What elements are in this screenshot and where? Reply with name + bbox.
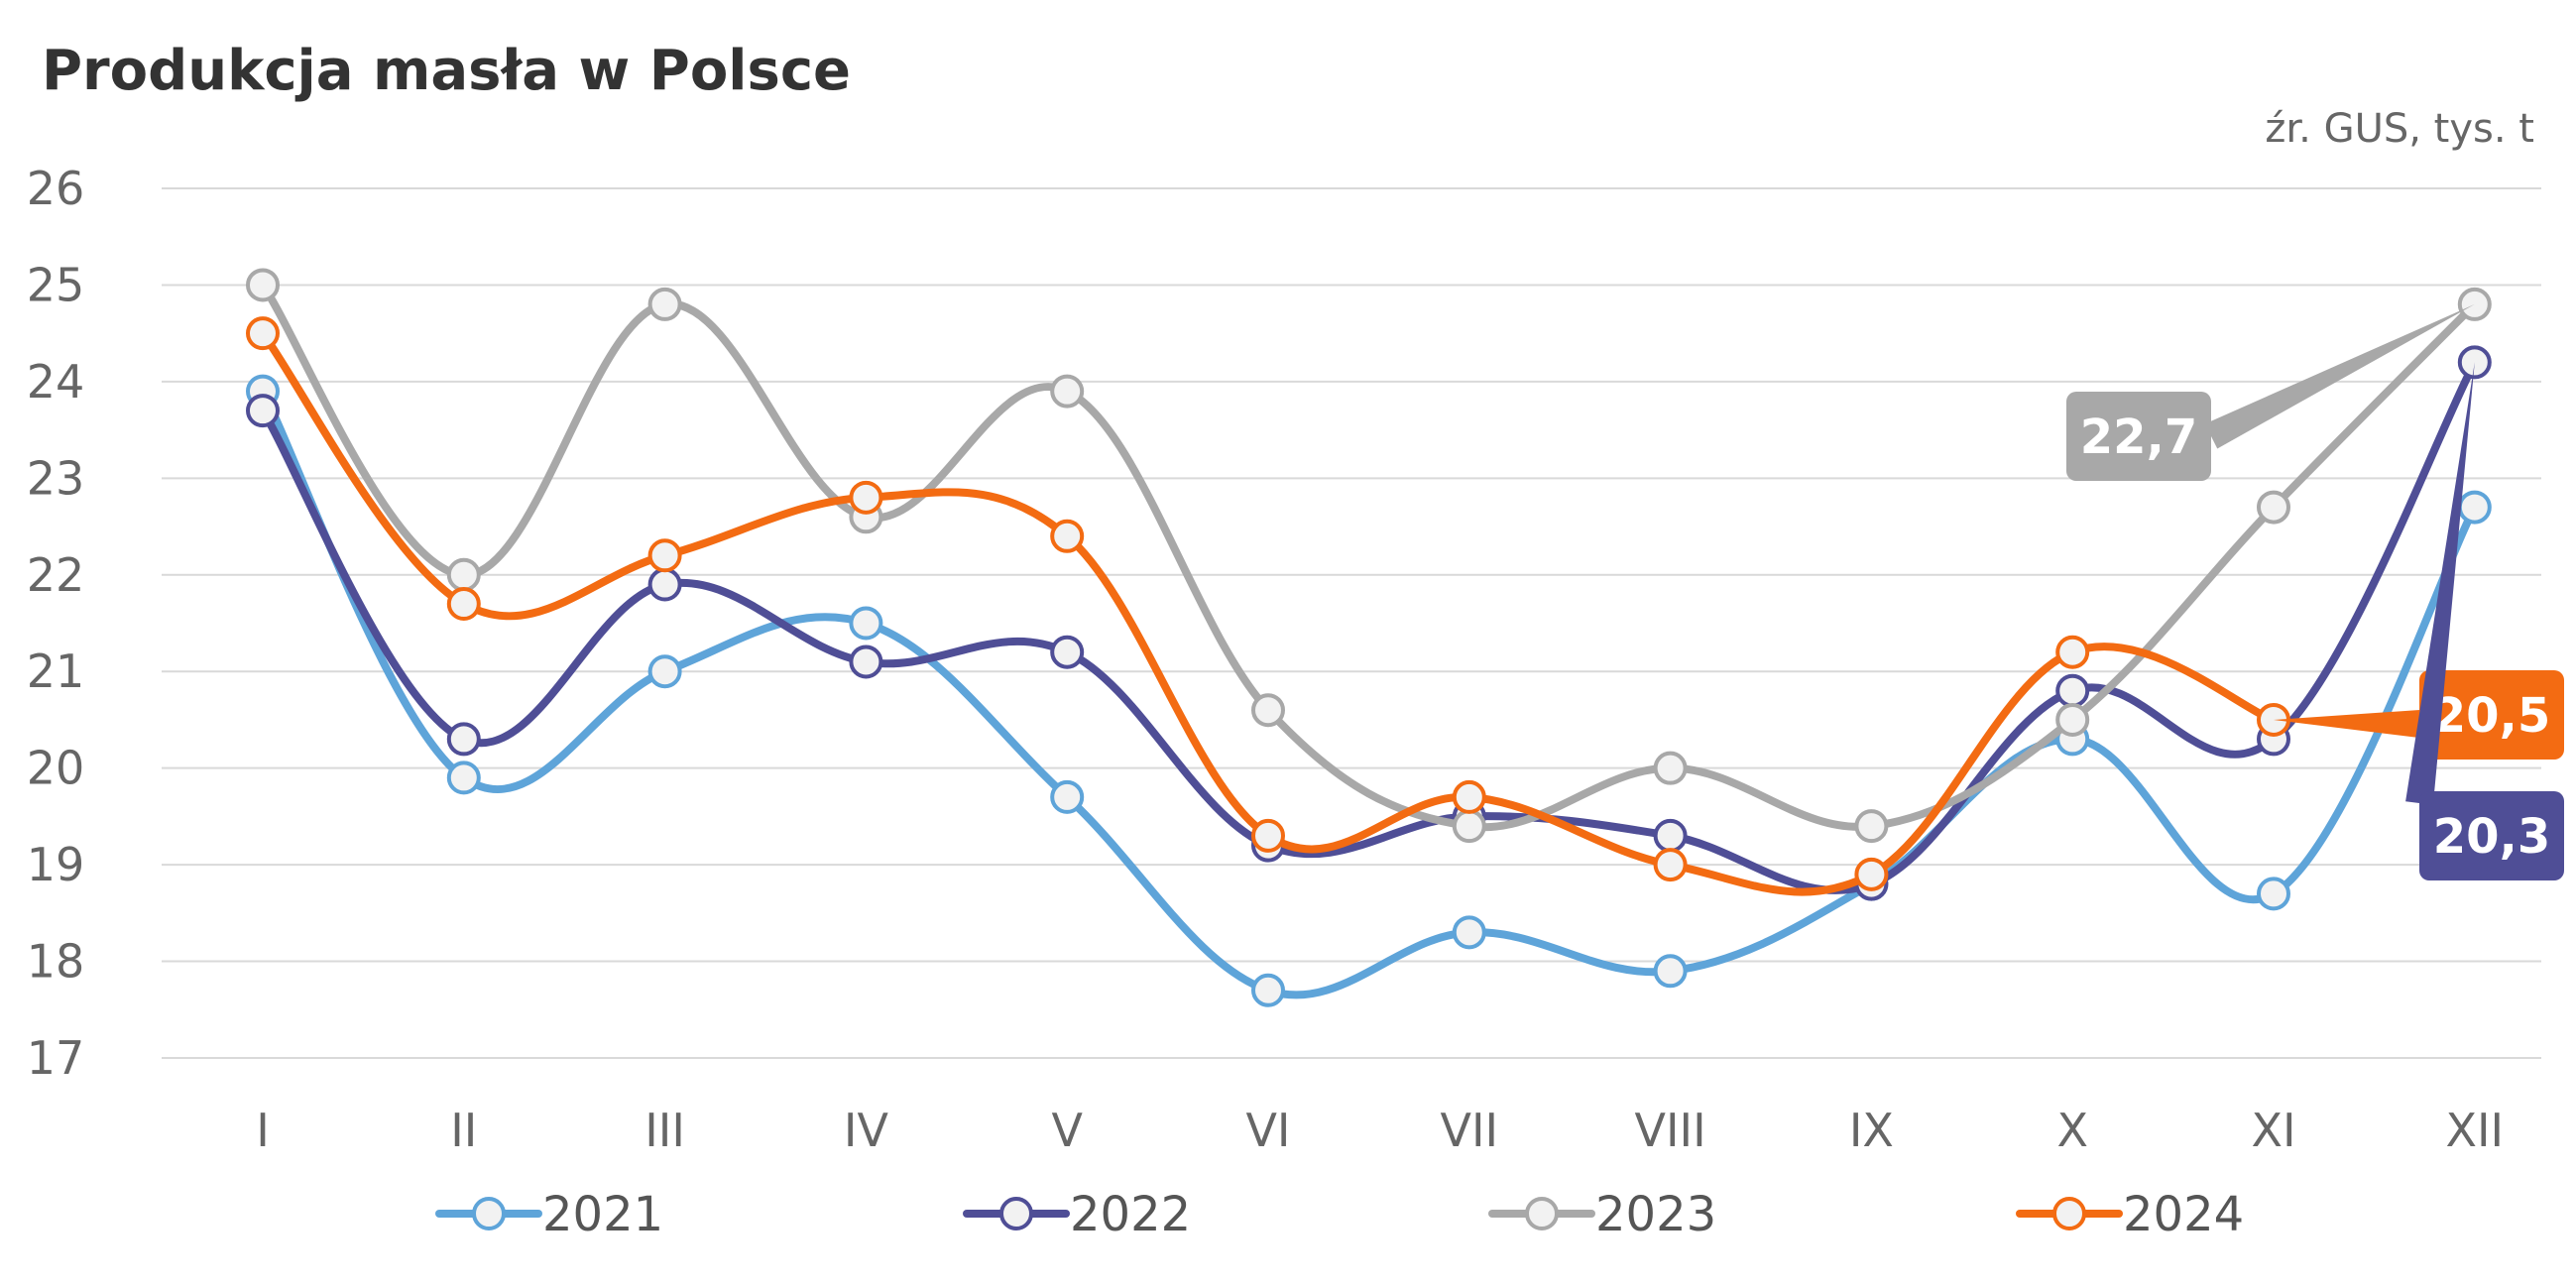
y-tick-label-18: 18 <box>27 935 85 989</box>
y-tick-label-22: 22 <box>27 548 85 602</box>
point-2023-I <box>246 268 280 302</box>
callout-leader-2022 <box>2405 362 2475 805</box>
y-tick-label-23: 23 <box>27 451 85 505</box>
series-line-2021 <box>259 387 2479 999</box>
legend-marker-2023 <box>1525 1197 1559 1230</box>
x-tick-label-VIII: VIII <box>1635 1104 1706 1157</box>
point-2024-IV <box>849 480 883 515</box>
point-2021-VIII <box>1653 954 1688 989</box>
callout-label-2023: 22,7 <box>2080 410 2197 465</box>
point-2024-IX <box>1854 857 1889 891</box>
point-2023-VIII <box>1653 751 1688 785</box>
point-2023-VI <box>1251 693 1285 728</box>
y-tick-label-17: 17 <box>27 1031 85 1085</box>
point-2023-VII <box>1452 809 1486 844</box>
point-2023-X <box>2055 702 2090 737</box>
x-tick-label-X: X <box>2056 1104 2088 1157</box>
callout-2022: 20,3 <box>2405 362 2564 880</box>
legend-label-2021: 2021 <box>542 1187 663 1242</box>
series-line-2024 <box>259 329 2278 896</box>
point-2024-X <box>2055 635 2090 669</box>
chart-source: źr. GUS, tys. t <box>2265 106 2534 152</box>
y-axis-ticks: 17 18 19 20 21 22 23 24 25 26 <box>27 162 85 1085</box>
point-2021-VII <box>1452 915 1486 950</box>
point-2023-V <box>1050 374 1085 409</box>
callout-2024: 20,5 <box>2274 670 2564 760</box>
point-2021-VI <box>1251 973 1285 1007</box>
point-2021-XII <box>2457 490 2492 525</box>
point-2021-II <box>446 761 481 795</box>
point-2023-II <box>446 557 481 592</box>
point-2022-I <box>246 394 280 428</box>
x-tick-label-V: V <box>1051 1104 1083 1157</box>
y-tick-label-21: 21 <box>27 644 85 698</box>
legend-item-2021: 2021 <box>435 1187 663 1242</box>
point-2024-VI <box>1251 818 1285 853</box>
point-2024-III <box>647 538 682 573</box>
point-2024-VIII <box>1653 848 1688 882</box>
point-2022-X <box>2055 673 2090 708</box>
x-tick-label-XII: XII <box>2445 1104 2504 1157</box>
legend: 2021 2022 2023 2024 <box>435 1187 2244 1242</box>
callout-layer: 22,7 20,5 20,3 <box>2066 303 2564 880</box>
point-2021-III <box>647 654 682 689</box>
legend-marker-2024 <box>2052 1197 2086 1230</box>
y-tick-label-20: 20 <box>27 742 85 795</box>
y-tick-label-25: 25 <box>27 258 85 311</box>
callout-label-2024: 20,5 <box>2433 688 2550 744</box>
point-2022-VIII <box>1653 818 1688 853</box>
point-2022-V <box>1050 635 1085 669</box>
legend-marker-2022 <box>999 1197 1033 1230</box>
series-layer <box>246 268 2492 1007</box>
grid-layer <box>162 187 2541 1059</box>
point-2023-III <box>647 287 682 321</box>
legend-label-2023: 2023 <box>1595 1187 1716 1242</box>
x-tick-label-VII: VII <box>1440 1104 1498 1157</box>
callout-box-2022 <box>2419 791 2564 880</box>
x-axis-ticks: I II III IV V VI VII VIII IX X XI XII <box>256 1104 2504 1157</box>
point-2022-IV <box>849 644 883 679</box>
x-tick-label-II: II <box>450 1104 477 1157</box>
callout-leader-2023 <box>2204 303 2475 449</box>
point-2021-XI <box>2257 877 2290 911</box>
legend-label-2024: 2024 <box>2123 1187 2244 1242</box>
chart-title: Produkcja masła w Polsce <box>42 39 851 103</box>
point-2022-II <box>446 722 481 757</box>
series-2023 <box>246 268 2492 844</box>
callout-box-2024 <box>2419 670 2564 760</box>
series-2024 <box>246 316 2290 896</box>
x-tick-label-IX: IX <box>1849 1104 1894 1157</box>
point-2024-V <box>1050 519 1085 553</box>
callout-box-2023 <box>2066 392 2211 481</box>
x-tick-label-III: III <box>644 1104 685 1157</box>
callout-leader-2024 <box>2274 710 2420 738</box>
point-2021-IV <box>849 606 883 641</box>
point-2024-VII <box>1452 779 1486 814</box>
x-tick-label-I: I <box>256 1104 270 1157</box>
y-tick-label-26: 26 <box>27 162 85 215</box>
x-tick-label-XI: XI <box>2251 1104 2295 1157</box>
point-2024-I <box>246 316 280 351</box>
point-2021-V <box>1050 779 1085 814</box>
legend-label-2022: 2022 <box>1070 1187 1191 1242</box>
series-line-2023 <box>259 281 2479 832</box>
point-2024-II <box>446 587 481 622</box>
legend-item-2024: 2024 <box>2016 1187 2244 1242</box>
legend-item-2022: 2022 <box>963 1187 1191 1242</box>
legend-item-2023: 2023 <box>1488 1187 1716 1242</box>
x-tick-label-VI: VI <box>1245 1104 1290 1157</box>
y-tick-label-19: 19 <box>27 838 85 891</box>
series-line-2022 <box>259 358 2479 894</box>
legend-marker-2021 <box>472 1197 506 1230</box>
point-2023-IX <box>1854 809 1889 844</box>
point-2022-III <box>647 567 682 602</box>
point-2023-XI <box>2257 490 2290 525</box>
callout-label-2022: 20,3 <box>2433 809 2550 865</box>
x-tick-label-IV: IV <box>844 1104 889 1157</box>
callout-2023: 22,7 <box>2066 303 2475 481</box>
y-tick-label-24: 24 <box>27 355 85 409</box>
